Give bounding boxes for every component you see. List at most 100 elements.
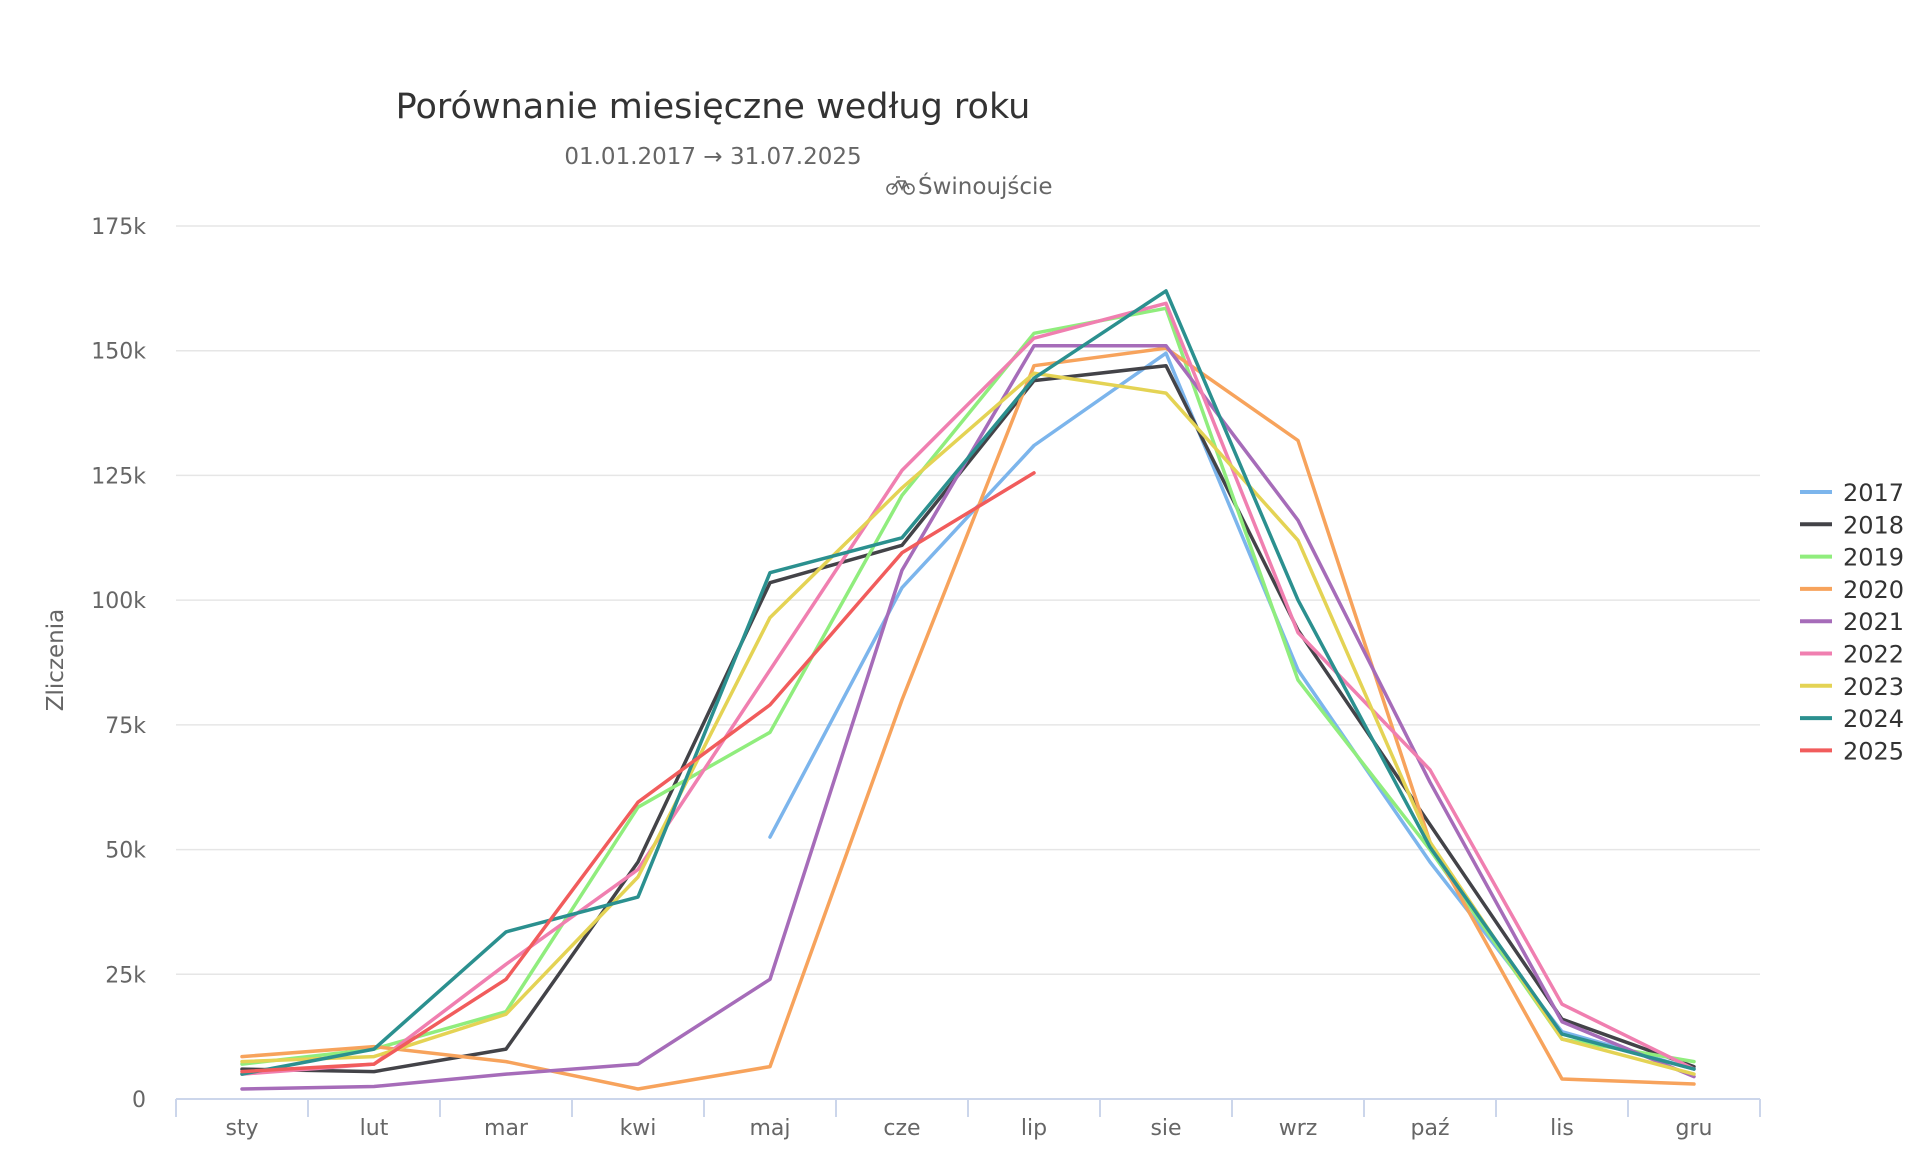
- data-point: [766, 614, 774, 622]
- grid: [176, 225, 1760, 976]
- y-tick-label: 25k: [105, 963, 146, 988]
- data-point: [1294, 596, 1302, 604]
- data-point: [1558, 1075, 1566, 1083]
- series-2019: [240, 306, 1698, 1066]
- legend-item-2023[interactable]: 2023: [1800, 673, 1904, 701]
- data-point: [370, 1060, 378, 1068]
- data-point: [370, 1053, 378, 1061]
- chart-title: Porównanie miesięczne według roku: [396, 87, 1031, 127]
- data-point: [898, 466, 906, 474]
- series-lines: [238, 287, 1698, 1093]
- data-point: [370, 1083, 378, 1091]
- data-point: [502, 1010, 510, 1018]
- data-point: [766, 728, 774, 736]
- data-point: [1030, 469, 1038, 477]
- legend-label: 2021: [1843, 608, 1904, 636]
- data-point: [1294, 536, 1302, 544]
- y-tick-label: 150k: [91, 340, 146, 365]
- y-tick-label: 50k: [105, 839, 146, 864]
- y-tick-label: 0: [132, 1088, 146, 1113]
- legend-item-2021[interactable]: 2021: [1800, 608, 1904, 636]
- data-point: [1162, 287, 1170, 295]
- x-tick-label: kwi: [620, 1116, 657, 1141]
- legend-item-2024[interactable]: 2024: [1800, 705, 1904, 733]
- legend-item-2017[interactable]: 2017: [1800, 479, 1904, 507]
- legend[interactable]: 2017 2018 2019 2020 2021 2022 2023 2024 2025: [1800, 479, 1904, 765]
- legend-label: 2020: [1843, 576, 1904, 604]
- data-point: [898, 549, 906, 557]
- series-line: [240, 289, 1696, 1076]
- data-point: [634, 1085, 642, 1093]
- series-line: [240, 346, 1696, 1091]
- series-2023: [240, 371, 1696, 1076]
- x-tick-label: gru: [1676, 1116, 1713, 1141]
- data-point: [1426, 766, 1434, 774]
- data-point: [1162, 362, 1170, 370]
- series-2024: [240, 287, 1696, 1076]
- data-point: [898, 584, 906, 592]
- data-point: [1030, 334, 1038, 342]
- data-point: [1294, 676, 1302, 684]
- x-axis: [175, 1098, 1761, 1117]
- chart-subtitle: 01.01.2017 → 31.07.2025: [564, 144, 861, 170]
- x-tick-label: cze: [883, 1116, 920, 1141]
- data-point: [634, 873, 642, 881]
- data-point: [898, 696, 906, 704]
- data-point: [634, 1060, 642, 1068]
- series-line: [240, 301, 1696, 1076]
- data-point: [1690, 1080, 1698, 1088]
- x-tick-label: mar: [484, 1116, 529, 1141]
- legend-label: 2019: [1843, 544, 1904, 572]
- data-point: [766, 569, 774, 577]
- data-point: [1690, 1058, 1698, 1066]
- data-point: [1426, 843, 1434, 851]
- x-tick-label: lut: [360, 1116, 389, 1141]
- legend-label: 2018: [1843, 511, 1904, 539]
- data-point: [898, 534, 906, 542]
- series-line: [240, 471, 1036, 1074]
- legend-item-2020[interactable]: 2020: [1800, 576, 1904, 604]
- data-point: [1030, 374, 1038, 382]
- series-2022: [240, 301, 1696, 1076]
- data-point: [1558, 1018, 1566, 1026]
- legend-label: 2022: [1843, 641, 1904, 669]
- legend-label: 2017: [1843, 479, 1904, 507]
- legend-item-2025[interactable]: 2025: [1800, 737, 1904, 765]
- data-point: [1030, 362, 1038, 370]
- y-tick-label: 100k: [91, 589, 146, 614]
- data-point: [898, 566, 906, 574]
- y-tick-label: 125k: [91, 464, 146, 489]
- series-line: [240, 306, 1696, 1066]
- legend-label: 2024: [1843, 705, 1904, 733]
- data-point: [898, 541, 906, 549]
- data-point: [1294, 629, 1302, 637]
- legend-item-2022[interactable]: 2022: [1800, 641, 1904, 669]
- data-point: [766, 975, 774, 983]
- data-point: [1162, 389, 1170, 397]
- data-point: [502, 975, 510, 983]
- location-subtitle: Świnoujście: [886, 172, 1053, 200]
- y-tick-label: 175k: [91, 215, 146, 240]
- series-2017: [768, 351, 1696, 1071]
- series-2020: [240, 346, 1698, 1093]
- data-point: [1426, 778, 1434, 786]
- data-point: [1294, 516, 1302, 524]
- x-tick-label: sty: [225, 1116, 258, 1141]
- y-axis-label: Zliczenia: [43, 609, 69, 711]
- legend-item-2018[interactable]: 2018: [1800, 511, 1904, 539]
- data-point: [1558, 1000, 1566, 1008]
- legend-item-2019[interactable]: 2019: [1800, 544, 1904, 572]
- legend-label: 2025: [1843, 737, 1904, 765]
- x-tick-label: wrz: [1279, 1116, 1318, 1141]
- data-point: [766, 1063, 774, 1071]
- legend-label: 2023: [1843, 673, 1904, 701]
- data-point: [1558, 1030, 1566, 1038]
- series-line: [240, 371, 1696, 1076]
- data-point: [238, 1085, 246, 1093]
- data-point: [238, 1068, 246, 1076]
- data-point: [1030, 441, 1038, 449]
- series-2025: [238, 469, 1038, 1076]
- data-point: [502, 1045, 510, 1053]
